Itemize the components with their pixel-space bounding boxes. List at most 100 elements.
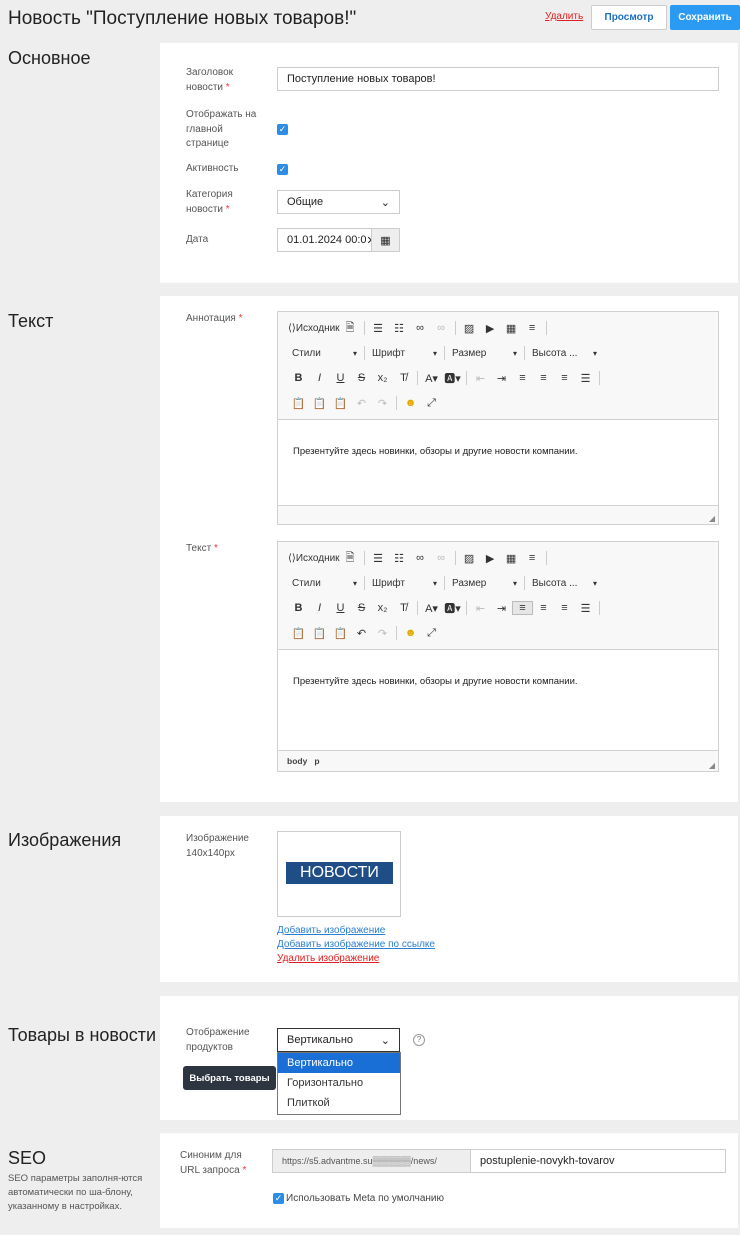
source-icon[interactable]: ⟨⟩ xyxy=(288,322,296,334)
unlink-icon[interactable]: ∞ xyxy=(437,322,445,334)
size-dropdown[interactable]: Размер xyxy=(448,578,521,589)
italic-icon[interactable]: I xyxy=(317,372,322,384)
paste-icon[interactable]: 📋 xyxy=(291,627,306,640)
font-dropdown[interactable]: Шрифт xyxy=(368,348,441,359)
image-preview[interactable]: НОВОСТИ xyxy=(277,831,401,917)
horizontal-line-icon[interactable]: ≡ xyxy=(528,322,536,334)
source-icon[interactable]: ⟨⟩ xyxy=(288,552,296,564)
resize-handle-icon[interactable]: ◢ xyxy=(708,514,715,523)
bold-icon[interactable]: B xyxy=(294,372,303,384)
youtube-icon[interactable]: ▶ xyxy=(485,322,495,335)
strikethrough-icon[interactable]: S xyxy=(357,372,366,384)
underline-icon[interactable]: U xyxy=(336,602,345,614)
maximize-icon[interactable]: ⤢ xyxy=(427,626,436,639)
link-icon[interactable]: ∞ xyxy=(416,322,424,334)
paste-icon[interactable]: 📋 xyxy=(291,397,306,410)
align-right-icon[interactable]: ≡ xyxy=(561,602,568,614)
align-right-icon[interactable]: ≡ xyxy=(561,372,568,384)
text-color-icon[interactable]: A▾ xyxy=(425,372,438,385)
paste-word-icon[interactable]: 📋 xyxy=(333,397,348,410)
size-dropdown[interactable]: Размер xyxy=(448,348,521,359)
add-image-url-link[interactable]: Добавить изображение по ссылке xyxy=(277,939,435,950)
font-dropdown[interactable]: Шрифт xyxy=(368,578,441,589)
link-icon[interactable]: ∞ xyxy=(416,552,424,564)
horizontal-line-icon[interactable]: ≡ xyxy=(528,552,536,564)
bullet-list-icon[interactable]: ☷ xyxy=(394,322,404,335)
ordered-list-icon[interactable]: ☰ xyxy=(373,322,383,335)
strikethrough-icon[interactable]: S xyxy=(357,602,366,614)
bold-icon[interactable]: B xyxy=(294,602,303,614)
image-icon[interactable]: ▨ xyxy=(463,322,475,335)
main-page-checkbox[interactable]: ✓ xyxy=(277,124,288,135)
undo-icon[interactable]: ↶ xyxy=(356,397,367,410)
clear-format-icon[interactable]: T̸ xyxy=(400,372,407,384)
align-left-icon[interactable]: ≡ xyxy=(512,601,533,615)
remove-image-link[interactable]: Удалить изображение xyxy=(277,953,380,964)
ordered-list-icon[interactable]: ☰ xyxy=(373,552,383,565)
delete-link[interactable]: Удалить xyxy=(545,11,584,22)
preview-button[interactable]: Просмотр xyxy=(591,5,667,30)
styles-dropdown[interactable]: Стили xyxy=(288,578,361,589)
annotation-content[interactable]: Презентуйте здесь новинки, обзоры и друг… xyxy=(278,419,718,506)
bullet-list-icon[interactable]: ☷ xyxy=(394,552,404,565)
redo-icon[interactable]: ↷ xyxy=(377,397,388,410)
url-slug-input[interactable]: postuplenie-novykh-tovarov xyxy=(470,1149,726,1173)
align-center-icon[interactable]: ≡ xyxy=(540,602,547,614)
indent-icon[interactable]: ⇥ xyxy=(496,602,507,615)
category-select[interactable]: Общие ⌄ xyxy=(277,190,400,214)
choose-products-button[interactable]: Выбрать товары xyxy=(183,1066,276,1090)
table-icon[interactable]: ▦ xyxy=(505,552,517,565)
underline-icon[interactable]: U xyxy=(336,372,345,384)
justify-icon[interactable]: ☰ xyxy=(580,372,591,385)
paste-text-icon[interactable]: 📋 xyxy=(312,627,327,640)
outdent-icon[interactable]: ⇤ xyxy=(475,372,486,385)
undo-icon[interactable]: ↶ xyxy=(356,627,367,640)
help-icon[interactable]: ? xyxy=(413,1034,425,1046)
clear-format-icon[interactable]: T̸ xyxy=(400,602,407,614)
option-vertical[interactable]: Вертикально xyxy=(278,1053,400,1073)
active-checkbox[interactable]: ✓ xyxy=(277,164,288,175)
bg-color-icon[interactable]: 🅰▾ xyxy=(444,373,461,385)
italic-icon[interactable]: I xyxy=(317,602,322,614)
resize-handle-icon[interactable]: ◢ xyxy=(708,761,715,770)
subscript-icon[interactable]: x₂ xyxy=(377,372,388,384)
path-body[interactable]: body xyxy=(287,756,308,766)
outdent-icon[interactable]: ⇤ xyxy=(475,602,486,615)
path-p[interactable]: p xyxy=(314,756,320,766)
line-height-dropdown[interactable]: Высота ... xyxy=(528,348,601,359)
maximize-icon[interactable]: ⤢ xyxy=(427,396,436,409)
bg-color-icon[interactable]: 🅰▾ xyxy=(444,603,461,615)
text-color-icon[interactable]: A▾ xyxy=(425,602,438,615)
redo-icon[interactable]: ↷ xyxy=(377,627,388,640)
styles-dropdown[interactable]: Стили xyxy=(288,348,361,359)
image-icon[interactable]: ▨ xyxy=(463,552,475,565)
paste-text-icon[interactable]: 📋 xyxy=(312,397,327,410)
source-button[interactable]: Исходник xyxy=(295,552,340,564)
youtube-icon[interactable]: ▶ xyxy=(485,552,495,565)
justify-icon[interactable]: ☰ xyxy=(580,602,591,615)
add-image-link[interactable]: Добавить изображение xyxy=(277,925,386,936)
line-height-dropdown[interactable]: Высота ... xyxy=(528,578,601,589)
indent-icon[interactable]: ⇥ xyxy=(496,372,507,385)
meta-default-checkbox[interactable]: ✓ xyxy=(273,1193,284,1204)
display-select[interactable]: Вертикально ⌄ xyxy=(277,1028,400,1052)
document-icon[interactable]: 🗎 xyxy=(345,551,355,564)
save-button[interactable]: Сохранить xyxy=(670,5,740,30)
option-horizontal[interactable]: Горизонтально xyxy=(287,1077,364,1089)
text-content[interactable]: Презентуйте здесь новинки, обзоры и друг… xyxy=(278,649,718,751)
document-icon[interactable]: 🗎 xyxy=(345,321,355,334)
annotation-editor[interactable]: ⟨⟩ Исходник 🗎 ☰ ☷ ∞ ∞ ▨ ▶ ▦ ≡ Стили Шрифт Размер Выс… xyxy=(277,311,719,525)
calendar-icon[interactable]: ▦ xyxy=(371,228,400,252)
align-center-icon[interactable]: ≡ xyxy=(540,372,547,384)
emoji-icon[interactable]: ☻ xyxy=(404,397,417,409)
align-left-icon[interactable]: ≡ xyxy=(519,372,526,384)
subscript-icon[interactable]: x₂ xyxy=(377,602,388,614)
table-icon[interactable]: ▦ xyxy=(505,322,517,335)
option-tile[interactable]: Плиткой xyxy=(287,1097,330,1109)
title-input[interactable]: Поступление новых товаров! xyxy=(277,67,719,91)
emoji-icon[interactable]: ☻ xyxy=(404,627,417,639)
text-editor[interactable]: ⟨⟩ Исходник 🗎 ☰ ☷ ∞ ∞ ▨ ▶ ▦ ≡ Стили Шрифт Размер Выс… xyxy=(277,541,719,772)
source-button[interactable]: Исходник xyxy=(295,322,340,334)
paste-word-icon[interactable]: 📋 xyxy=(333,627,348,640)
unlink-icon[interactable]: ∞ xyxy=(437,552,445,564)
